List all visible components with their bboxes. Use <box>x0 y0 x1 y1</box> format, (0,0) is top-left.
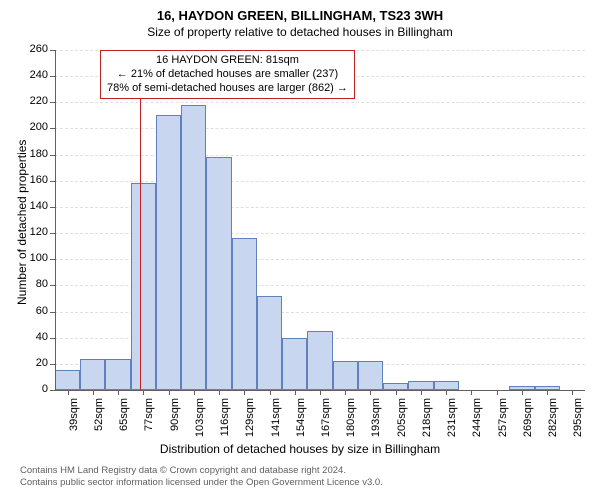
x-tick-label: 154sqm <box>295 398 307 438</box>
footer-line2: Contains public sector information licen… <box>20 477 383 489</box>
bar <box>333 361 358 390</box>
property-marker-line <box>140 50 141 390</box>
footer-attribution: Contains HM Land Registry data © Crown c… <box>20 465 383 489</box>
x-tick-label: 77sqm <box>143 398 155 438</box>
x-axis-title: Distribution of detached houses by size … <box>0 442 600 456</box>
x-tick-label: 257sqm <box>497 398 509 438</box>
bar <box>408 381 433 390</box>
bar <box>307 331 332 390</box>
y-tick-label: 240 <box>20 69 48 81</box>
bar <box>257 296 282 390</box>
y-tick-label: 260 <box>20 43 48 55</box>
x-tick-label: 103sqm <box>194 398 206 438</box>
bar <box>358 361 383 390</box>
bar <box>55 370 80 390</box>
bar <box>383 383 408 390</box>
y-tick-label: 40 <box>20 331 48 343</box>
bar <box>181 105 206 390</box>
x-tick-label: 167sqm <box>320 398 332 438</box>
y-tick-label: 0 <box>20 383 48 395</box>
y-tick-label: 20 <box>20 357 48 369</box>
y-tick-label: 160 <box>20 174 48 186</box>
bar <box>80 359 105 390</box>
x-tick-label: 129sqm <box>244 398 256 438</box>
bar <box>131 183 156 390</box>
x-tick-label: 295sqm <box>572 398 584 438</box>
y-tick-label: 140 <box>20 200 48 212</box>
annotation-line2: ← 21% of detached houses are smaller (23… <box>107 68 348 82</box>
x-tick-label: 218sqm <box>421 398 433 438</box>
plot-area <box>55 50 585 390</box>
x-tick-label: 90sqm <box>169 398 181 438</box>
x-tick-label: 193sqm <box>370 398 382 438</box>
x-tick-label: 180sqm <box>345 398 357 438</box>
x-tick-label: 244sqm <box>471 398 483 438</box>
x-tick-label: 231sqm <box>446 398 458 438</box>
y-gridline <box>55 128 585 130</box>
x-tick-label: 52sqm <box>93 398 105 438</box>
y-gridline <box>55 102 585 104</box>
annotation-box: 16 HAYDON GREEN: 81sqm ← 21% of detached… <box>100 50 355 99</box>
bar <box>156 115 181 390</box>
chart-container: 16, HAYDON GREEN, BILLINGHAM, TS23 3WH S… <box>0 0 600 500</box>
chart-title: 16, HAYDON GREEN, BILLINGHAM, TS23 3WH <box>0 0 600 23</box>
bar <box>206 157 231 390</box>
x-tick-label: 65sqm <box>118 398 130 438</box>
y-tick-label: 120 <box>20 226 48 238</box>
bar <box>434 381 459 390</box>
y-tick-label: 180 <box>20 148 48 160</box>
x-axis-line <box>55 390 585 391</box>
x-tick-label: 116sqm <box>219 398 231 438</box>
bar <box>232 238 257 390</box>
y-tick-label: 100 <box>20 252 48 264</box>
y-axis-line <box>55 50 56 390</box>
x-tick-label: 282sqm <box>547 398 559 438</box>
footer-line1: Contains HM Land Registry data © Crown c… <box>20 465 383 477</box>
x-tick-label: 269sqm <box>522 398 534 438</box>
x-tick-label: 39sqm <box>68 398 80 438</box>
bar <box>282 338 307 390</box>
y-tick-label: 60 <box>20 305 48 317</box>
chart-subtitle: Size of property relative to detached ho… <box>0 23 600 39</box>
x-tick-label: 141sqm <box>270 398 282 438</box>
bar <box>105 359 130 390</box>
y-tick-label: 220 <box>20 95 48 107</box>
y-gridline <box>55 155 585 157</box>
annotation-line3: 78% of semi-detached houses are larger (… <box>107 82 348 96</box>
y-tick-label: 80 <box>20 278 48 290</box>
y-tick-label: 200 <box>20 121 48 133</box>
annotation-line1: 16 HAYDON GREEN: 81sqm <box>107 54 348 68</box>
x-tick-label: 205sqm <box>396 398 408 438</box>
